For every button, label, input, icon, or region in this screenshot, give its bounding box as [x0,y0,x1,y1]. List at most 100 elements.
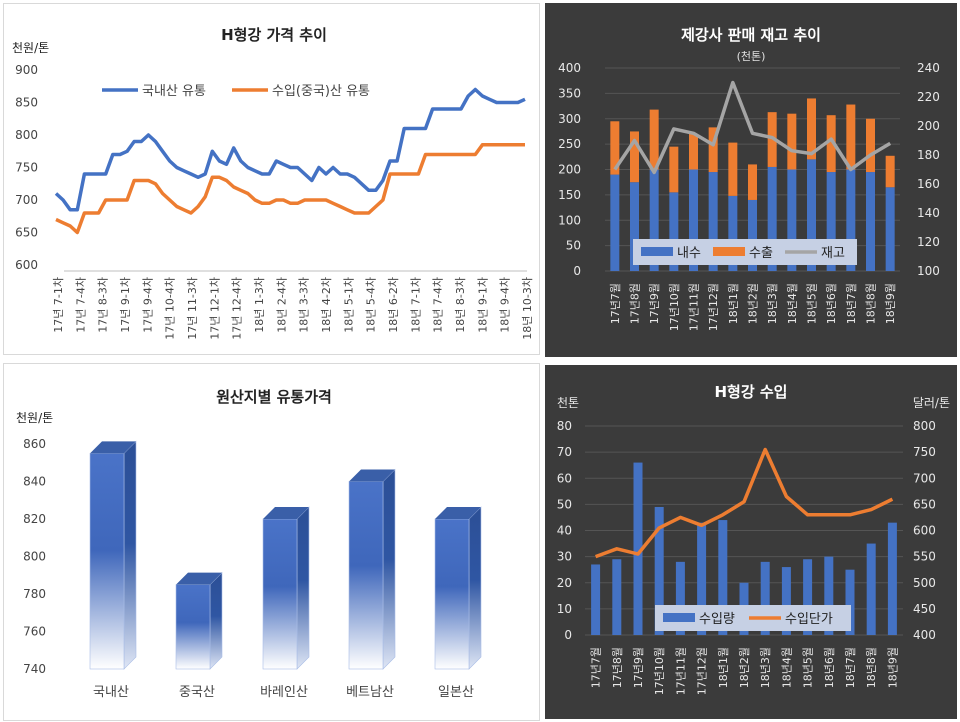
bar-import-volume [760,561,770,635]
bar-domestic [748,199,757,271]
x-tick-label: 18년 5-1차 [342,277,355,333]
chart-title: 원산지별 유통가격 [216,388,332,406]
x-category-label: 베트남산 [346,685,394,700]
legend-label: 수입(중국)산 유통 [272,84,370,99]
x-tick-label: 18년 7-1차 [409,277,422,333]
y-tick-label: 0 [564,628,572,642]
price-trend-panel: H형강 가격 추이 천원/톤 600 650 700 750 800 850 900 17년 7-… [3,3,540,355]
y2-tick-label: 650 [913,497,936,511]
y2-tick-label: 100 [917,264,940,278]
bar-side [382,468,396,670]
x-tick-label: 17년8월 [611,647,624,688]
y2-tick-label: 140 [917,206,940,220]
x-tick-label: 17년 8-3차 [97,277,110,333]
x-tick-label: 18년6월 [823,647,836,688]
bar-import-volume [845,569,855,635]
x-tick-label: 17년10월 [668,283,681,331]
bar-export [787,113,797,170]
bar-front [434,518,470,670]
bar-export [807,98,816,160]
bar-side [209,571,223,670]
x-tick-label: 18년2월 [747,283,760,324]
x-tick-label: 18년7월 [845,283,858,324]
bar-side [123,440,137,670]
x-tick-label: 17년 7-4차 [74,277,87,333]
bar-front [262,518,298,670]
y-tick-label: 820 [23,512,46,526]
series-line-1 [54,87,526,212]
x-tick-label: 17년 9-4차 [141,277,154,333]
bar-import-volume [675,561,685,635]
y-tick-label: 300 [558,112,581,126]
bar-export [630,131,639,183]
chart-title: H형강 가격 추이 [221,26,327,44]
x-tick-label: 17년 12-1차 [208,277,221,340]
x-category-label: 바레인산 [260,685,308,700]
y-tick-label: 840 [23,475,46,489]
y-tick-label: 750 [15,161,38,175]
x-tick-label: 18년7월 [844,647,857,688]
y2-tick-label: 120 [917,235,940,249]
bar-top [90,441,136,454]
bar-front [175,584,211,670]
y2-tick-label: 500 [913,576,936,590]
legend-label: 수입단가 [785,612,833,627]
x-tick-label: 17년 7-1차 [52,277,65,333]
bar-import-volume [654,506,664,635]
bar-domestic [610,174,620,271]
x-tick-label: 18년5월 [806,283,819,324]
origin-price-panel: 원산지별 유통가격 천원/톤 740 760 780 800 820 840 860 국내산 중국산… [3,363,540,721]
y2-axis-unit-label: 달러/톤 [913,396,950,410]
bar-export [846,104,856,170]
x-tick-label: 18년1월 [717,647,730,688]
bar-front [348,481,384,670]
legend-swatch [713,247,745,256]
x-tick-label: 18년 10-3차 [521,277,534,340]
bar-import-volume [887,522,897,635]
y-tick-label: 20 [557,576,572,590]
x-category-label: 일본산 [438,685,474,700]
x-tick-label: 18년9월 [884,283,897,324]
y2-tick-label: 450 [913,602,936,616]
x-tick-label: 18년4월 [786,283,799,324]
y-tick-label: 100 [558,213,581,227]
bar-import-volume [697,522,707,635]
sales-inventory-chart: 제강사 판매 재고 추이 (천톤) 0 50 100 150 200 250 300 350 400… [545,3,957,357]
y-tick-label: 150 [558,188,581,202]
bar-domestic [846,169,856,271]
x-tick-label: 18년8월 [865,283,878,324]
sales-inventory-panel: 제강사 판매 재고 추이 (천톤) 0 50 100 150 200 250 300 350 400… [545,3,957,357]
bar-import-volume [612,559,622,635]
y-tick-label: 900 [15,63,38,77]
x-tick-label: 17년9월 [648,283,661,324]
bar-domestic [807,159,816,271]
x-tick-label: 18년2월 [738,647,751,688]
bar-top [435,507,481,519]
bar-front [89,453,125,670]
bar-domestic [767,166,777,271]
y2-tick-label: 220 [917,90,940,104]
y-tick-label: 10 [557,602,572,616]
bar-top [349,469,395,482]
y-tick-label: 80 [557,419,572,433]
y2-tick-label: 700 [913,471,936,485]
y-tick-label: 200 [558,163,581,177]
bar-import-volume [824,556,834,635]
bar-export [885,155,895,188]
y2-tick-label: 750 [913,445,936,459]
series-line-2 [55,143,525,235]
chart-subtitle: (천톤) [737,49,766,63]
chart-title: 제강사 판매 재고 추이 [681,26,821,44]
bar-side [468,506,482,670]
x-tick-label: 17년12월 [696,647,709,695]
x-tick-label: 18년8월 [865,647,878,688]
x-tick-label: 17년12월 [707,283,720,331]
y-tick-label: 40 [557,524,572,538]
y-tick-label: 600 [15,258,38,272]
bar-export [728,142,738,196]
x-category-label: 국내산 [93,685,129,700]
bar-domestic [630,182,639,271]
legend-label: 재고 [821,246,845,261]
legend-swatch [663,613,695,622]
